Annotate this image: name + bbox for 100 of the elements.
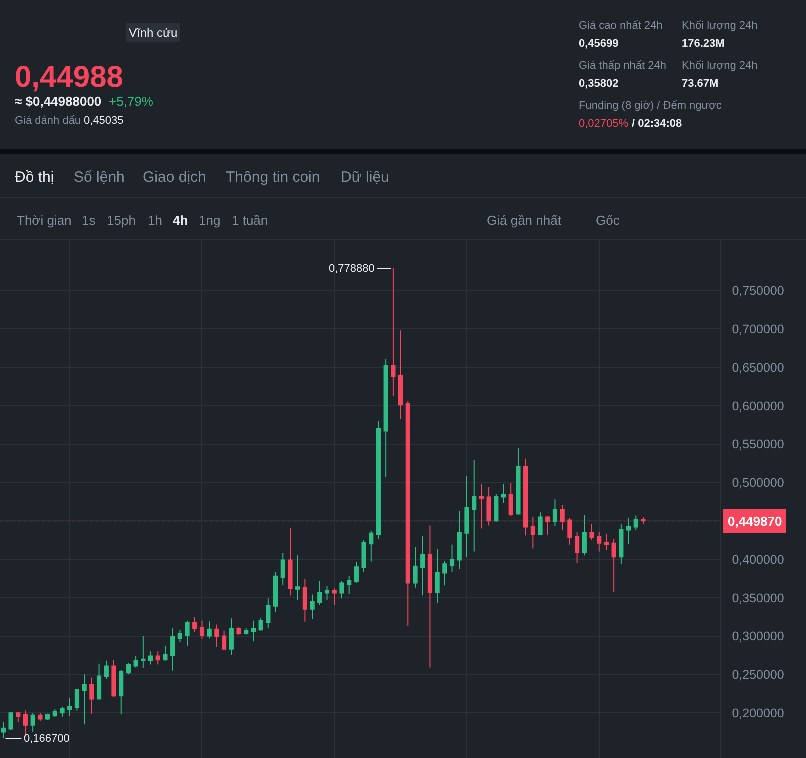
candlestick [457, 510, 462, 570]
ref-line-label: 0,449870 [728, 514, 782, 529]
text: Funding (8 giờ) / Đếm ngược [579, 100, 722, 112]
candlestick [530, 516, 536, 550]
text: 1 tuần [232, 213, 268, 228]
candlestick [96, 663, 102, 700]
candlestick [546, 516, 550, 536]
text: Giá cao nhất 24h [579, 20, 663, 32]
text: 0,45035 [84, 115, 124, 127]
text: Giá thấp nhất 24h [579, 60, 666, 72]
text: 176.23M [682, 38, 725, 50]
candlestick [428, 525, 433, 668]
candlestick [604, 534, 610, 551]
candlestick [582, 514, 587, 556]
candlestick [8, 712, 14, 730]
candlestick [619, 524, 624, 565]
candlestick [296, 555, 300, 601]
text: Thời gian [17, 213, 72, 228]
candlestick [376, 420, 382, 540]
candlestick [156, 651, 160, 666]
text: Giá gần nhất [487, 213, 562, 228]
candlestick [479, 484, 484, 530]
candlestick [347, 576, 352, 595]
y-tick-label: 0,650000 [732, 360, 784, 375]
candlestick [170, 628, 176, 672]
candlestick [560, 504, 565, 531]
annotation: 0,166700 [24, 733, 70, 745]
candlestick [200, 620, 205, 640]
candlestick [524, 458, 528, 536]
candlestick [538, 512, 543, 536]
candlestick [626, 518, 632, 545]
candlestick [82, 674, 87, 726]
text: 1h [148, 213, 162, 228]
candlestick [398, 330, 404, 420]
candlestick [318, 580, 322, 606]
y-tick-label: 0,550000 [732, 438, 784, 452]
text: Thông tin coin [226, 169, 320, 186]
text: 0,45699 [579, 38, 619, 50]
candlestick [273, 572, 278, 613]
candlestick [597, 531, 602, 552]
candlestick [369, 530, 374, 562]
text: Khối lượng 24h [682, 60, 758, 72]
y-tick-label: 0,200000 [732, 706, 784, 720]
y-tick-label: 0,350000 [732, 591, 784, 606]
candlestick [214, 624, 220, 648]
candlestick [126, 662, 131, 676]
candlestick [406, 400, 410, 627]
y-tick-label: 0,600000 [732, 399, 784, 414]
candlestick [568, 518, 572, 546]
candlestick [574, 532, 580, 564]
candlestick [258, 617, 264, 632]
candlestick [236, 626, 242, 636]
text: 1s [82, 213, 96, 228]
candlestick [612, 539, 616, 593]
y-tick-label: 0,500000 [732, 476, 784, 490]
text: 0,44988 [15, 61, 124, 94]
candlestick [266, 598, 271, 630]
candlestick [486, 486, 492, 526]
candlestick [634, 515, 638, 531]
candlestick [16, 712, 21, 723]
candlestick [38, 712, 43, 722]
candlestick [185, 620, 190, 647]
candlestick [354, 562, 359, 584]
candlestick [340, 580, 344, 600]
candlestick [222, 630, 227, 651]
candlestick [192, 616, 198, 633]
candlestick [310, 594, 315, 620]
candlestick [52, 708, 58, 718]
text: ≈ $0,44988000 [15, 94, 102, 109]
candlestick [60, 706, 65, 718]
candlestick [280, 552, 286, 586]
candlestick [1, 722, 6, 740]
candlestick [413, 546, 418, 588]
candlestick [30, 712, 36, 733]
candlestick [516, 448, 521, 516]
y-tick-label: 0,700000 [732, 322, 784, 336]
text: Sổ lệnh [74, 169, 125, 186]
candlestick [178, 630, 182, 643]
candlestick [288, 527, 293, 596]
candlestick [302, 578, 308, 623]
candlestick [141, 636, 146, 670]
candlestick [501, 484, 506, 504]
y-tick-label: 0,300000 [732, 630, 784, 644]
text: Giao dịch [143, 169, 206, 186]
candlestick [384, 358, 388, 478]
text: 1ng [199, 213, 221, 228]
text: Khối lượng 24h [682, 20, 758, 32]
candlestick [90, 677, 94, 714]
candlestick [148, 651, 154, 666]
y-tick-label: 0,400000 [732, 552, 784, 567]
candlestick [229, 618, 234, 656]
text: Đồ thị [15, 169, 54, 186]
candlestick [464, 476, 470, 558]
text: 0,35802 [579, 78, 619, 90]
candlestick [391, 268, 396, 398]
candlestick [112, 660, 116, 698]
candlestick [494, 494, 499, 522]
candlestick [362, 540, 366, 574]
candlestick [435, 548, 440, 604]
candlestick [641, 516, 646, 525]
